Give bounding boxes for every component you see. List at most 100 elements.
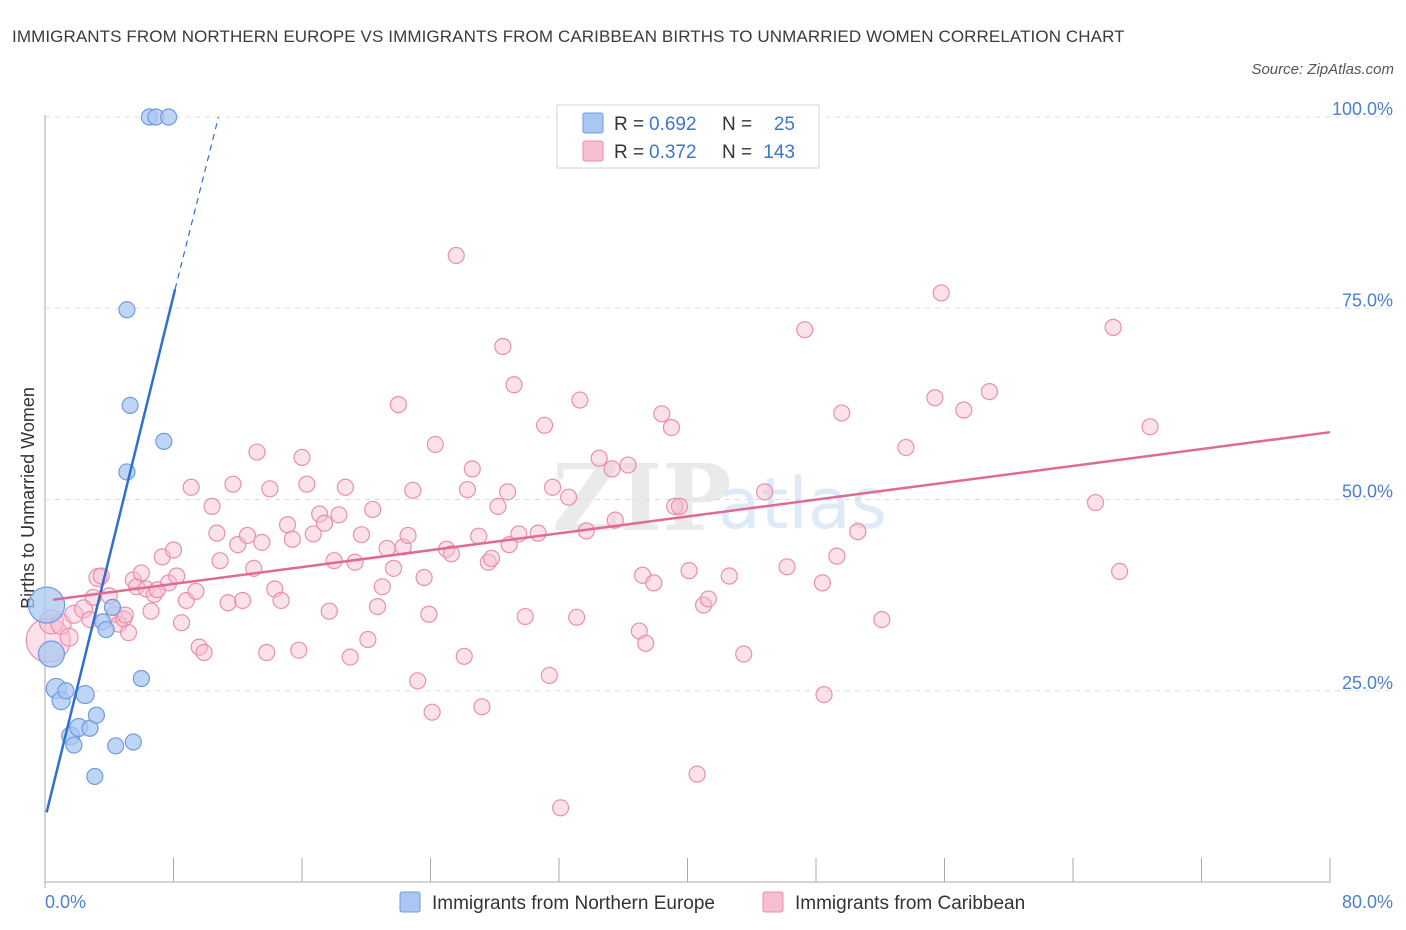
caribbean-point-112 — [653, 405, 671, 423]
caribbean-point-127 — [828, 547, 846, 565]
caribbean-point-123 — [778, 558, 796, 576]
caribbean-point-106 — [606, 511, 624, 529]
caribbean-point-131 — [897, 438, 915, 457]
y-axis-label: Births to Unmarried Women — [18, 387, 38, 609]
caribbean-point-129 — [849, 523, 867, 541]
x-tick-label-max: 80.0% — [1342, 892, 1393, 912]
legend-swatch-northern-europe — [582, 112, 604, 134]
northern-europe-point-24 — [160, 108, 178, 126]
caribbean-point-97 — [540, 666, 558, 685]
legend-r-value-northern-europe: 0.692 — [649, 114, 697, 135]
northern-europe-point-23 — [155, 432, 173, 450]
caribbean-point-42 — [248, 443, 266, 461]
caribbean-point-80 — [447, 246, 465, 265]
caribbean-point-52 — [298, 475, 316, 493]
caribbean-point-64 — [364, 500, 382, 519]
legend-top: R = 0.692 N = 25 R = 0.372 N = 143 — [556, 104, 820, 169]
northern-europe-point-6 — [65, 736, 83, 754]
caribbean-point-95 — [529, 524, 547, 542]
caribbean-point-36 — [219, 594, 237, 612]
northern-europe-point-17 — [118, 301, 136, 319]
caribbean-point-69 — [389, 396, 407, 414]
legend-r-label-northern-europe: R = — [614, 114, 644, 135]
caribbean-point-76 — [423, 703, 441, 721]
y-tick-label-75: 75.0% — [1342, 290, 1393, 310]
northern-europe-point-1 — [37, 640, 66, 668]
x-axis-ticks — [44, 858, 1331, 888]
legend-bottom: Immigrants from Northern Europe Immigran… — [399, 891, 1025, 914]
trendline-northern-europe — [45, 288, 177, 813]
caribbean-point-82 — [458, 480, 477, 499]
caribbean-point-84 — [470, 527, 488, 545]
caribbean-point-65 — [368, 597, 387, 616]
caribbean-point-4 — [64, 604, 84, 624]
caribbean-point-114 — [666, 497, 684, 515]
caribbean-point-31 — [190, 638, 208, 656]
caribbean-point-125 — [813, 574, 832, 592]
caribbean-point-99 — [552, 799, 570, 817]
caribbean-point-57 — [325, 552, 343, 570]
caribbean-point-119 — [699, 590, 717, 608]
caribbean-point-87 — [482, 549, 501, 568]
bottom-legend-swatch-northern-europe — [399, 891, 421, 913]
caribbean-point-33 — [203, 497, 221, 515]
caribbean-point-37 — [224, 475, 242, 493]
caribbean-point-104 — [590, 449, 608, 467]
chart-title: IMMIGRANTS FROM NORTHERN EUROPE VS IMMIG… — [12, 27, 1125, 46]
caribbean-point-55 — [315, 514, 334, 532]
northern-europe-point-4 — [57, 682, 75, 700]
watermark-zip: ZIP — [552, 444, 731, 552]
x-tick-label-min: 0.0% — [45, 892, 86, 912]
bottom-legend-label-northern-europe: Immigrants from Northern Europe — [432, 893, 715, 914]
caribbean-point-105 — [603, 460, 621, 478]
northern-europe-point-10 — [86, 767, 104, 786]
caribbean-point-63 — [359, 630, 377, 649]
caribbean-point-130 — [873, 611, 891, 629]
caribbean-point-101 — [568, 608, 586, 626]
caribbean-point-110 — [637, 634, 655, 652]
caribbean-point-74 — [415, 568, 433, 587]
caribbean-point-44 — [258, 643, 276, 662]
caribbean-point-136 — [1086, 493, 1105, 512]
caribbean-point-138 — [1110, 562, 1129, 581]
legend-n-value-northern-europe: 25 — [774, 114, 795, 135]
caribbean-points — [25, 246, 1159, 817]
caribbean-point-15 — [119, 624, 138, 642]
legend-r-value-caribbean: 0.372 — [649, 142, 697, 163]
source-label: Source: ZipAtlas.com — [1251, 61, 1394, 78]
caribbean-point-100 — [560, 488, 578, 506]
caribbean-point-45 — [261, 480, 279, 498]
caribbean-point-90 — [499, 483, 517, 501]
caribbean-point-77 — [426, 435, 444, 454]
caribbean-point-92 — [505, 376, 523, 394]
caribbean-point-20 — [142, 602, 160, 620]
northern-europe-point-8 — [75, 684, 95, 705]
northern-europe-points — [28, 108, 178, 786]
caribbean-point-39 — [233, 591, 252, 610]
caribbean-point-68 — [384, 559, 403, 577]
y-tick-label-100: 100.0% — [1332, 99, 1393, 119]
trendline-northern-europe-extension — [174, 116, 220, 290]
northern-europe-point-14 — [103, 598, 122, 616]
caribbean-point-75 — [420, 605, 438, 623]
caribbean-point-98 — [543, 478, 562, 496]
caribbean-point-81 — [455, 647, 473, 665]
caribbean-point-66 — [373, 578, 391, 596]
caribbean-point-51 — [293, 448, 311, 467]
northern-europe-point-13 — [97, 620, 115, 639]
caribbean-point-85 — [473, 698, 491, 716]
caribbean-point-48 — [278, 516, 297, 534]
legend-r-label-caribbean: R = — [614, 142, 644, 163]
caribbean-point-113 — [662, 418, 681, 437]
caribbean-point-53 — [304, 525, 322, 543]
caribbean-point-137 — [1104, 318, 1122, 336]
caribbean-point-79 — [442, 545, 460, 563]
caribbean-point-128 — [833, 404, 851, 422]
caribbean-point-62 — [352, 526, 371, 544]
caribbean-point-88 — [489, 497, 507, 515]
caribbean-point-134 — [955, 401, 973, 419]
northern-europe-point-19 — [124, 733, 142, 751]
caribbean-point-29 — [182, 478, 200, 496]
caribbean-point-34 — [208, 524, 226, 542]
